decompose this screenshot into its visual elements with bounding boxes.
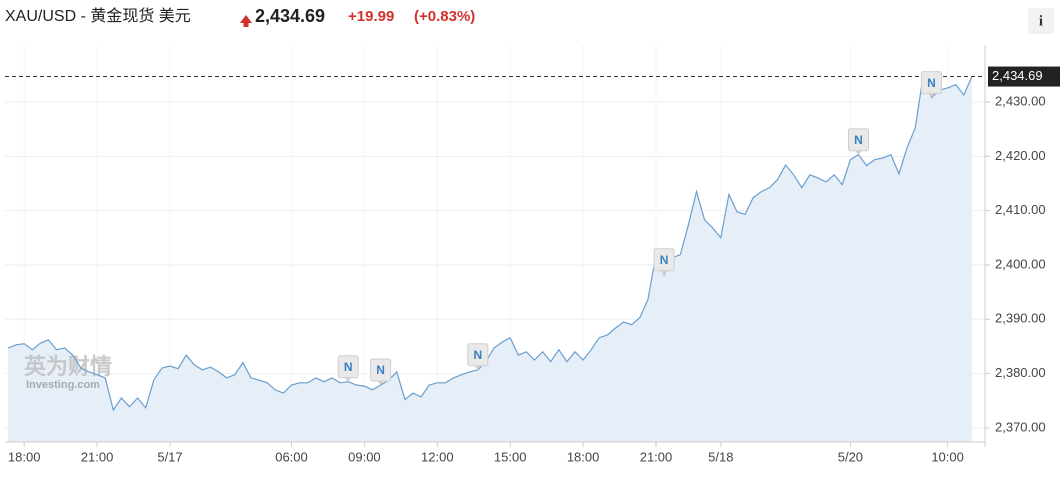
x-tick-label: 5/20	[838, 449, 863, 464]
news-label: N	[473, 348, 482, 362]
x-tick-label: 12:00	[421, 449, 454, 464]
x-tick-label: 18:00	[567, 449, 600, 464]
y-tick-label: 2,400.00	[995, 256, 1046, 271]
news-label: N	[927, 76, 936, 90]
x-tick-label: 18:00	[8, 449, 41, 464]
x-tick-label: 06:00	[275, 449, 308, 464]
x-tick-label: 10:00	[931, 449, 964, 464]
price: 2,434.69	[255, 6, 325, 26]
current-price-box	[988, 66, 1060, 87]
news-label: N	[344, 360, 353, 374]
symbol: XAU/USD - 黄金现货 美元	[5, 7, 191, 25]
news-pointer	[855, 150, 862, 155]
news-pointer	[474, 365, 481, 370]
y-tick-label: 2,370.00	[995, 419, 1046, 434]
x-tick-label: 21:00	[640, 449, 673, 464]
y-tick-label: 2,380.00	[995, 365, 1046, 380]
x-tick-label: 5/17	[157, 449, 182, 464]
news-pointer	[345, 377, 352, 382]
info-icon[interactable]: i	[1039, 13, 1043, 29]
y-tick-label: 2,410.00	[995, 202, 1046, 217]
info-button[interactable]	[1028, 8, 1054, 34]
news-label: N	[660, 253, 669, 267]
news-pointer	[928, 93, 935, 98]
current-price-label: 2,434.69	[992, 68, 1043, 83]
x-tick-label: 5/18	[708, 449, 733, 464]
news-pointer	[377, 380, 384, 385]
change: +19.99	[348, 8, 394, 25]
y-tick-label: 2,420.00	[995, 148, 1046, 163]
x-tick-label: 09:00	[348, 449, 381, 464]
news-pointer	[661, 270, 668, 275]
news-label: N	[376, 363, 385, 377]
x-tick-label: 15:00	[494, 449, 527, 464]
up-arrow	[240, 15, 252, 27]
x-tick-label: 21:00	[81, 449, 114, 464]
y-tick-label: 2,430.00	[995, 93, 1046, 108]
change-pct: (+0.83%)	[414, 8, 475, 25]
news-label: N	[854, 133, 863, 147]
y-tick-label: 2,390.00	[995, 311, 1046, 326]
line	[7, 74, 973, 412]
watermark-site: Investing.com	[26, 379, 100, 391]
area	[8, 74, 972, 443]
